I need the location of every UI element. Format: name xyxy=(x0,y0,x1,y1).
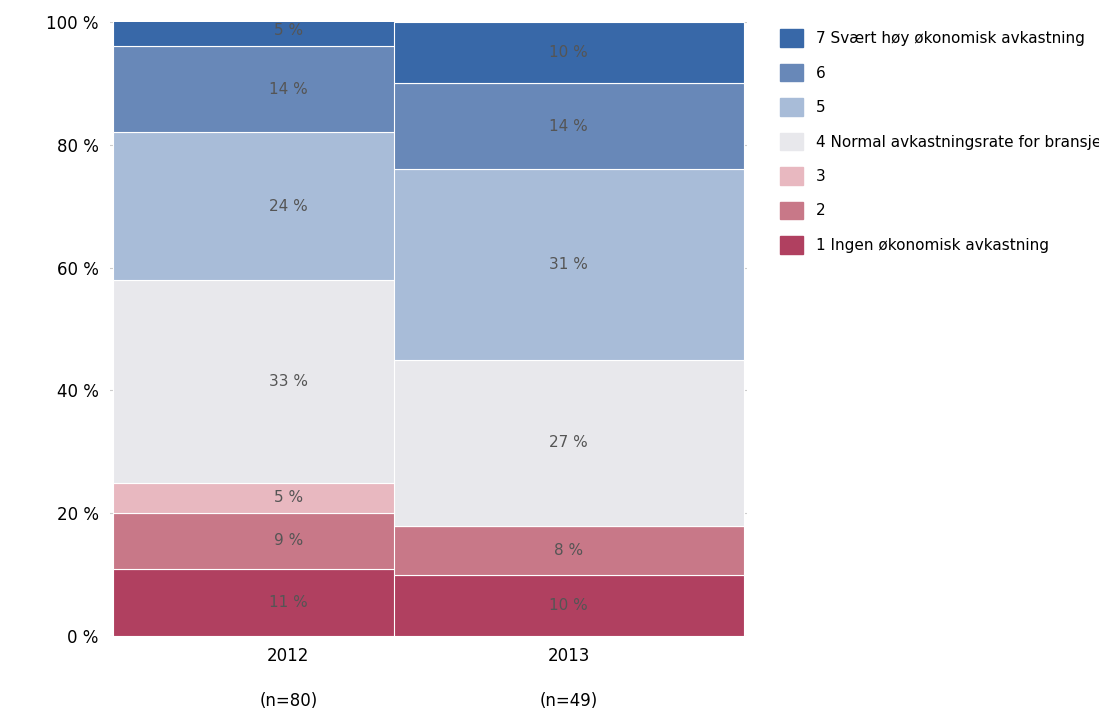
Text: 5 %: 5 % xyxy=(274,23,303,38)
Text: 10 %: 10 % xyxy=(550,598,588,613)
Bar xyxy=(393,575,744,636)
Bar xyxy=(113,483,464,513)
Bar xyxy=(393,169,744,360)
Bar xyxy=(113,280,464,483)
Bar xyxy=(393,360,744,526)
Text: 24 %: 24 % xyxy=(269,199,308,213)
Bar xyxy=(113,46,464,132)
Text: 5 %: 5 % xyxy=(274,490,303,505)
Bar xyxy=(393,526,744,575)
Text: 9 %: 9 % xyxy=(274,534,303,549)
Text: 10 %: 10 % xyxy=(550,45,588,60)
Text: 27 %: 27 % xyxy=(550,435,588,450)
Bar xyxy=(113,132,464,280)
Legend: 7 Svært høy økonomisk avkastning, 6, 5, 4 Normal avkastningsrate for bransjen, 3: 7 Svært høy økonomisk avkastning, 6, 5, … xyxy=(780,30,1099,254)
Text: 8 %: 8 % xyxy=(554,543,584,557)
Bar xyxy=(393,83,744,169)
Text: 14 %: 14 % xyxy=(269,82,308,97)
Text: 33 %: 33 % xyxy=(269,374,308,389)
Text: 31 %: 31 % xyxy=(550,257,588,272)
Text: 14 %: 14 % xyxy=(550,119,588,134)
Text: (n=80): (n=80) xyxy=(259,691,318,709)
Text: 11 %: 11 % xyxy=(269,595,308,610)
Bar xyxy=(393,22,744,83)
Bar xyxy=(113,568,464,636)
Bar xyxy=(113,16,464,46)
Text: (n=49): (n=49) xyxy=(540,691,598,709)
Bar xyxy=(113,513,464,568)
